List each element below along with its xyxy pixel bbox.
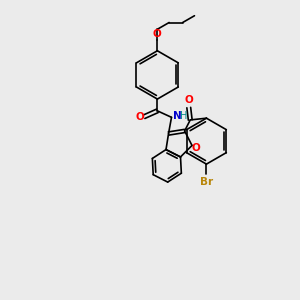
Text: O: O bbox=[153, 29, 162, 39]
Text: Br: Br bbox=[200, 177, 213, 188]
Text: O: O bbox=[136, 112, 144, 122]
Text: O: O bbox=[191, 143, 200, 153]
Text: H: H bbox=[180, 111, 188, 121]
Text: N: N bbox=[173, 111, 182, 121]
Text: O: O bbox=[185, 94, 194, 105]
